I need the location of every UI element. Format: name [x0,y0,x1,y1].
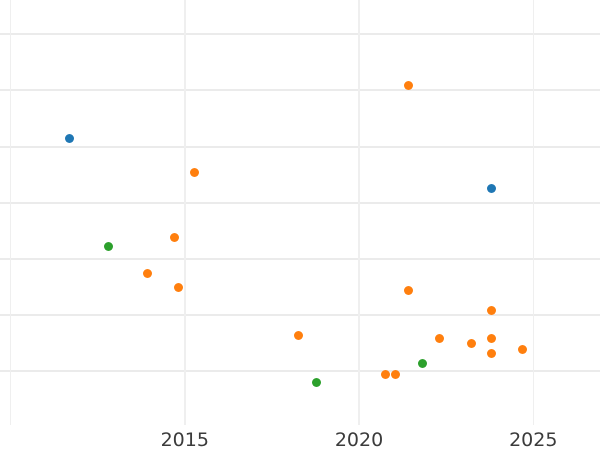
data-point-series-orange [486,305,496,315]
data-point-series-orange [143,269,153,278]
data-point-series-orange [190,168,200,177]
x-tick-label: 2025 [509,429,558,450]
gridline-horizontal [0,201,600,204]
data-point-series-orange [293,330,303,340]
gridline-vertical [9,0,12,425]
data-point-series-orange [486,333,496,343]
plot-area [0,0,600,425]
data-point-series-blue [64,133,74,143]
gridline-vertical [184,0,186,425]
data-point-series-green [311,378,321,387]
gridline-horizontal [0,370,600,372]
gridline-horizontal [0,89,600,91]
gridline-vertical [358,0,360,425]
data-point-series-orange [517,344,527,354]
data-point-series-orange [170,232,180,242]
gridline-horizontal [0,32,600,35]
data-point-series-orange [391,369,401,379]
data-point-series-green [418,358,428,368]
x-tick-label: 2015 [160,429,209,450]
data-point-series-orange [403,285,413,295]
data-point-series-orange [467,338,477,348]
gridline-vertical [532,0,534,425]
x-tick-label: 2020 [334,429,384,450]
data-point-series-orange [486,348,496,358]
data-point-series-orange [435,333,445,343]
data-point-series-blue [486,184,496,193]
data-point-series-orange [173,282,183,292]
data-point-series-orange [380,369,390,379]
data-point-series-green [103,241,113,251]
gridline-horizontal [0,314,600,316]
gridline-horizontal [0,258,600,260]
data-point-series-orange [403,80,413,90]
gridline-horizontal [0,145,600,148]
